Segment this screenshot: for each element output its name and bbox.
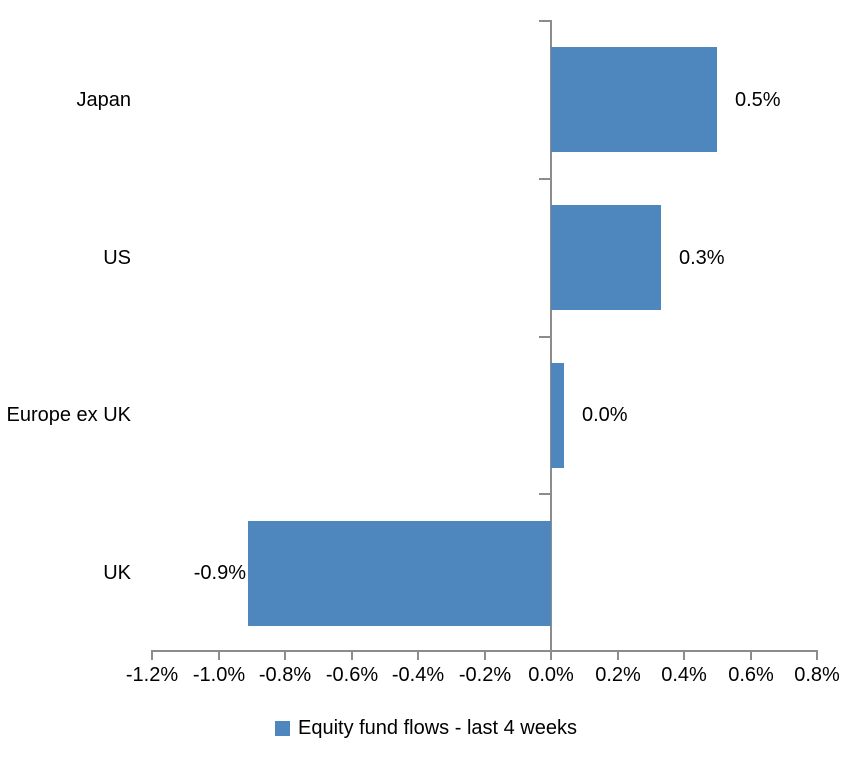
x-axis-tick-label: 0.2% bbox=[595, 664, 641, 686]
x-axis-tick bbox=[816, 652, 818, 660]
y-axis-tick bbox=[539, 336, 550, 338]
value-label-japan: 0.5% bbox=[735, 89, 781, 111]
category-label-japan: Japan bbox=[76, 89, 132, 111]
category-label-us: US bbox=[103, 247, 131, 269]
y-axis-tick bbox=[539, 493, 550, 495]
y-axis-tick bbox=[539, 20, 550, 22]
x-axis-tick bbox=[417, 652, 419, 660]
x-axis-tick-label: 0.0% bbox=[528, 664, 574, 686]
x-axis-tick bbox=[151, 652, 153, 660]
legend-swatch-icon bbox=[274, 720, 290, 736]
x-axis-tick-label: -0.4% bbox=[391, 664, 445, 686]
bar-uk bbox=[248, 521, 551, 626]
x-axis-tick bbox=[351, 652, 353, 660]
value-label-uk: -0.9% bbox=[193, 562, 246, 584]
x-axis-tick-label: -0.6% bbox=[325, 664, 379, 686]
x-axis-tick bbox=[683, 652, 685, 660]
x-axis-tick-label: 0.8% bbox=[794, 664, 840, 686]
legend-label: Equity fund flows - last 4 weeks bbox=[297, 717, 577, 739]
x-axis-tick-label: -1.0% bbox=[192, 664, 246, 686]
x-axis-tick-label: 0.6% bbox=[728, 664, 774, 686]
x-axis-line bbox=[151, 650, 818, 652]
y-axis-tick bbox=[539, 178, 550, 180]
value-label-us: 0.3% bbox=[679, 247, 725, 269]
x-axis-tick bbox=[750, 652, 752, 660]
x-axis-tick bbox=[484, 652, 486, 660]
x-axis-tick-label: -0.2% bbox=[458, 664, 512, 686]
x-axis-tick bbox=[550, 652, 552, 660]
category-label-europe-ex-uk: Europe ex UK bbox=[6, 404, 131, 426]
bar-europe-ex-uk bbox=[551, 363, 564, 468]
x-axis-tick bbox=[617, 652, 619, 660]
y-axis-line bbox=[550, 20, 552, 652]
bar-us bbox=[551, 205, 661, 310]
x-axis-tick-label: -1.2% bbox=[125, 664, 179, 686]
bar-japan bbox=[551, 47, 717, 152]
value-label-europe-ex-uk: 0.0% bbox=[582, 404, 628, 426]
category-label-uk: UK bbox=[103, 562, 131, 584]
x-axis-tick-label: 0.4% bbox=[661, 664, 707, 686]
legend: Equity fund flows - last 4 weeks bbox=[0, 716, 852, 740]
x-axis-tick bbox=[284, 652, 286, 660]
x-axis-tick bbox=[218, 652, 220, 660]
x-axis-tick-label: -0.8% bbox=[258, 664, 312, 686]
